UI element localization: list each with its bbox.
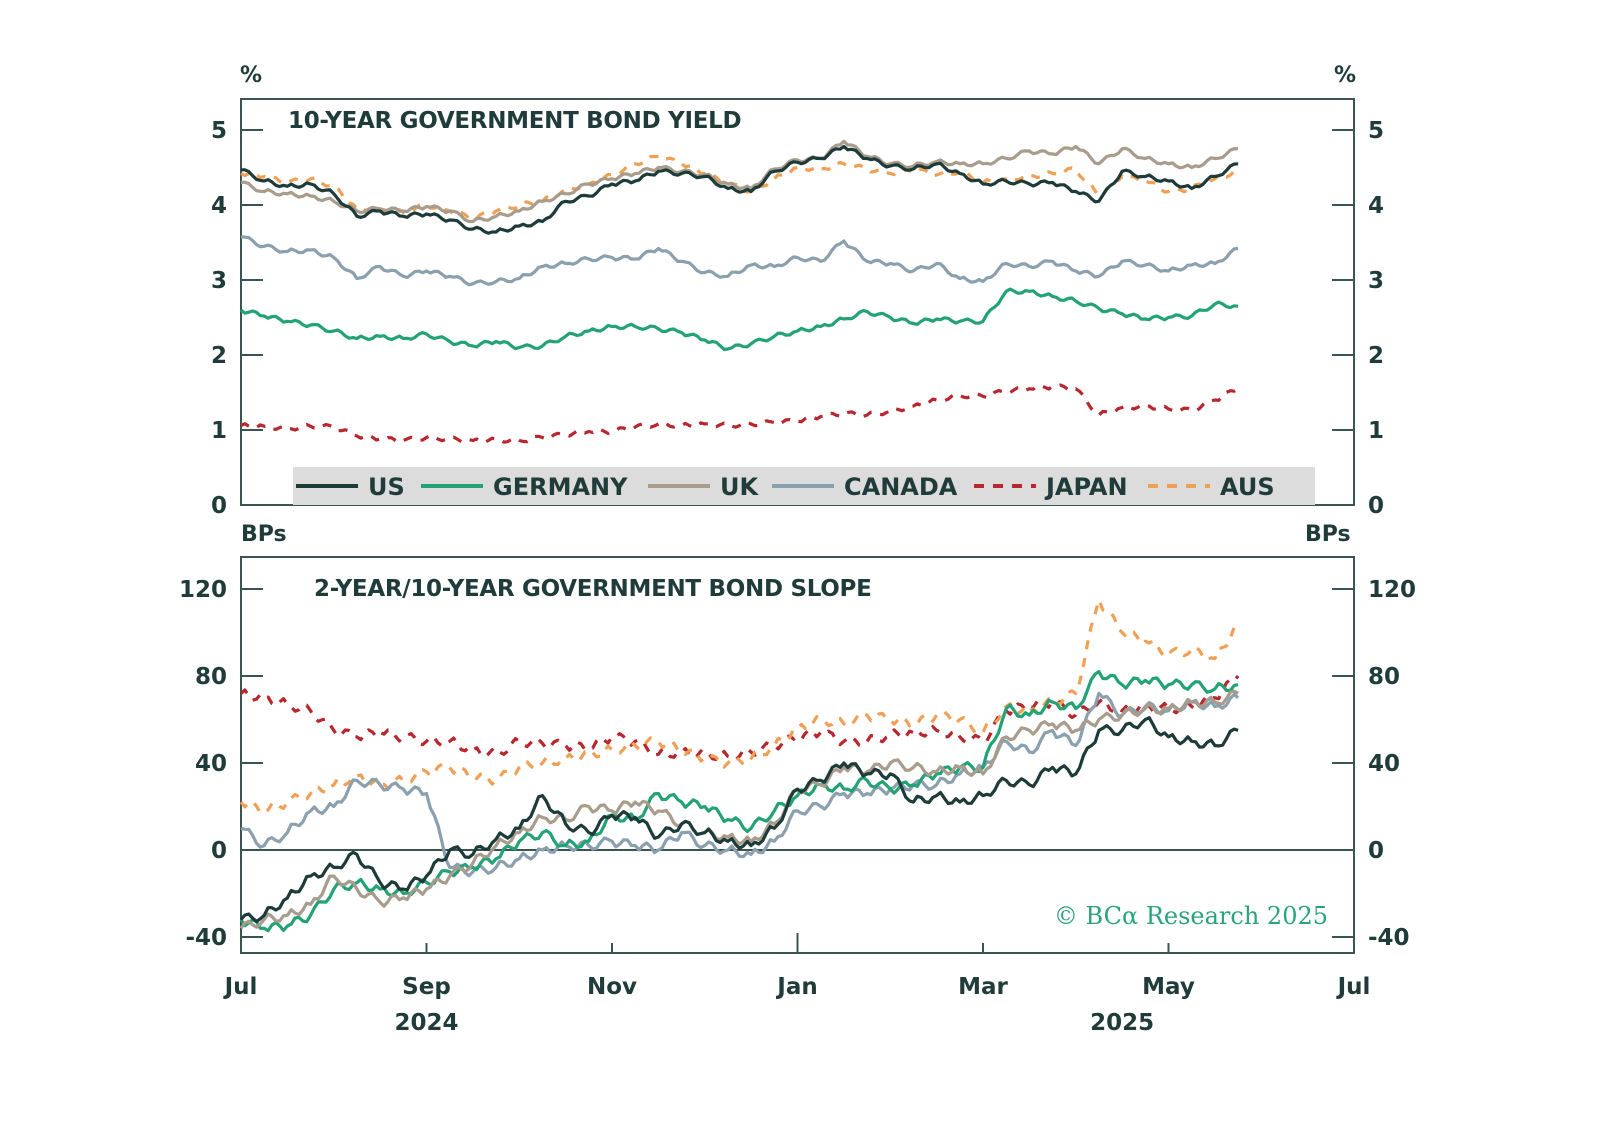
y-tick-label-left: 0 [211, 838, 227, 864]
x-tick-label: Sep [402, 974, 451, 1000]
y-tick-label-left: -40 [185, 925, 227, 951]
top-panel-title: 10-YEAR GOVERNMENT BOND YIELD [288, 108, 741, 134]
x-tick-label: Nov [587, 974, 637, 1000]
series-line-uk [239, 689, 1239, 930]
top-y-ticks: 0 0 1 1 2 2 3 3 4 4 5 5 [211, 118, 1384, 519]
y-tick-label-right: -40 [1368, 925, 1410, 951]
series-line-germany [239, 287, 1239, 352]
series-line-japan [240, 383, 1239, 445]
legend-label-canada: CANADA [844, 473, 958, 501]
legend: US GERMANY UK CANADA JAPAN AUS [293, 467, 1315, 505]
y-tick-label-right: 1 [1368, 418, 1384, 444]
series-line-aus [240, 154, 1239, 221]
x-tick-label: Jul [1336, 974, 1371, 1000]
y-tick-label-left: 2 [211, 343, 227, 369]
y-tick-label-left: 4 [211, 193, 227, 219]
series-line-japan [239, 675, 1240, 762]
top-series-lines [239, 139, 1239, 445]
series-line-canada [240, 234, 1239, 287]
y-tick-label-right: 0 [1368, 493, 1384, 519]
legend-label-us: US [368, 473, 405, 501]
legend-label-japan: JAPAN [1044, 473, 1128, 501]
bottom-y-ticks: -40 -40 0 0 40 40 80 80 120 120 [179, 577, 1416, 951]
y-tick-label-left: 3 [211, 268, 227, 294]
y-tick-label-left: 1 [211, 418, 227, 444]
x-axis: Jul Sep Nov Jan Mar May Jul 2024 2025 [223, 933, 1371, 1036]
top-panel: % % 10-YEAR GOVERNMENT BOND YIELD 0 0 1 1 2 2… [211, 63, 1384, 519]
y-tick-label-left: 120 [179, 577, 227, 603]
series-line-germany [239, 670, 1239, 933]
y-tick-label-left: 0 [211, 493, 227, 519]
legend-label-aus: AUS [1220, 473, 1275, 501]
y-tick-label-right: 120 [1368, 577, 1416, 603]
bottom-y-unit-left: BPs [241, 522, 287, 547]
y-tick-label-left: 40 [195, 751, 227, 777]
y-tick-label-right: 80 [1368, 664, 1400, 690]
top-y-unit-left: % [240, 63, 262, 88]
y-tick-label-right: 5 [1368, 118, 1384, 144]
bottom-panel-title: 2-YEAR/10-YEAR GOVERNMENT BOND SLOPE [314, 576, 872, 602]
legend-label-germany: GERMANY [493, 473, 628, 501]
series-line-canada [240, 691, 1240, 878]
series-line-us [239, 716, 1239, 923]
bottom-series-lines [239, 598, 1240, 933]
y-tick-label-right: 0 [1368, 838, 1384, 864]
series-line-uk [240, 139, 1239, 224]
bottom-y-unit-right: BPs [1305, 522, 1351, 547]
top-y-unit-right: % [1334, 63, 1356, 88]
x-tick-label: Jan [775, 974, 817, 1000]
x-tick-label: Mar [958, 974, 1008, 1000]
x-tick-label: May [1142, 974, 1195, 1000]
y-tick-label-right: 3 [1368, 268, 1384, 294]
series-line-us [241, 144, 1239, 235]
bottom-panel: BPs BPs 2-YEAR/10-YEAR GOVERNMENT BOND S… [179, 522, 1416, 954]
y-tick-label-left: 5 [211, 118, 227, 144]
y-tick-label-right: 4 [1368, 193, 1384, 219]
legend-label-uk: UK [720, 473, 759, 501]
y-tick-label-left: 80 [195, 664, 227, 690]
y-tick-label-right: 2 [1368, 343, 1384, 369]
y-tick-label-right: 40 [1368, 751, 1400, 777]
x-year-label: 2024 [394, 1010, 458, 1036]
x-year-label: 2025 [1090, 1010, 1154, 1036]
x-tick-label: Jul [223, 974, 258, 1000]
copyright-credit: © BCα Research 2025 [1054, 902, 1328, 930]
series-line-aus [239, 598, 1240, 815]
